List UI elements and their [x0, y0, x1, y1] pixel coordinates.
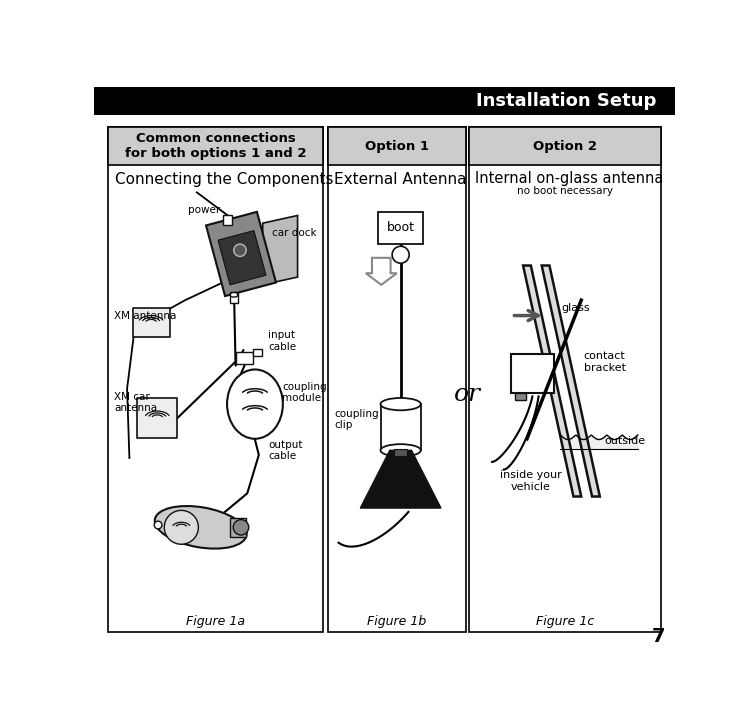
Text: no boot necessary: no boot necessary: [517, 186, 613, 195]
Ellipse shape: [230, 292, 238, 297]
Polygon shape: [206, 212, 276, 296]
Text: coupling
module: coupling module: [282, 382, 327, 403]
Ellipse shape: [380, 398, 421, 411]
Bar: [512, 354, 554, 392]
Bar: [253, 349, 262, 356]
Circle shape: [234, 244, 246, 256]
Ellipse shape: [154, 506, 247, 549]
Polygon shape: [262, 216, 298, 285]
Text: glass: glass: [562, 303, 590, 313]
Polygon shape: [523, 266, 581, 497]
Text: or: or: [454, 384, 481, 406]
Text: Figure 1a: Figure 1a: [186, 615, 245, 628]
Bar: [328, 127, 466, 165]
Bar: [236, 352, 253, 364]
Bar: [133, 308, 170, 337]
Bar: [108, 127, 323, 632]
Bar: [380, 404, 421, 450]
Bar: [137, 398, 178, 438]
Text: coupling
clip: coupling clip: [334, 409, 379, 430]
Text: Option 2: Option 2: [533, 140, 597, 153]
Text: inside your
vehicle: inside your vehicle: [500, 471, 562, 492]
Text: output
cable: output cable: [268, 439, 302, 461]
Polygon shape: [366, 258, 397, 285]
Text: contact
bracket: contact bracket: [584, 351, 626, 373]
Text: Option 1: Option 1: [364, 140, 429, 153]
Bar: [469, 127, 661, 632]
Circle shape: [392, 246, 410, 264]
Circle shape: [233, 520, 249, 535]
Text: Connecting the Components: Connecting the Components: [116, 172, 334, 187]
Circle shape: [164, 510, 198, 544]
Bar: [378, 211, 423, 244]
Text: XM antenna: XM antenna: [114, 311, 176, 321]
Bar: [394, 449, 406, 456]
Text: Figure 1c: Figure 1c: [536, 615, 594, 628]
Polygon shape: [360, 450, 441, 508]
Ellipse shape: [227, 369, 283, 439]
Circle shape: [154, 521, 162, 529]
Bar: [230, 518, 246, 536]
Bar: [94, 87, 675, 114]
Bar: [230, 292, 238, 303]
Text: boot: boot: [387, 222, 415, 235]
Text: outside: outside: [604, 436, 646, 446]
Text: XM car
antenna: XM car antenna: [114, 392, 157, 413]
Text: Common connections
for both options 1 and 2: Common connections for both options 1 an…: [124, 132, 306, 160]
Text: Installation Setup: Installation Setup: [476, 92, 656, 110]
Text: power: power: [188, 205, 220, 215]
Bar: [328, 127, 466, 632]
Polygon shape: [542, 266, 600, 497]
Ellipse shape: [380, 444, 421, 456]
Polygon shape: [218, 230, 266, 285]
Text: Internal on-glass antenna: Internal on-glass antenna: [475, 171, 664, 186]
Bar: [469, 127, 661, 165]
Bar: [108, 127, 323, 165]
Text: 7: 7: [652, 627, 665, 646]
Text: car dock: car dock: [272, 228, 316, 238]
Text: input
cable: input cable: [268, 330, 296, 352]
Text: Figure 1b: Figure 1b: [368, 615, 427, 628]
Bar: [224, 216, 232, 224]
Text: External Antenna: External Antenna: [334, 172, 466, 187]
Bar: [515, 392, 526, 400]
